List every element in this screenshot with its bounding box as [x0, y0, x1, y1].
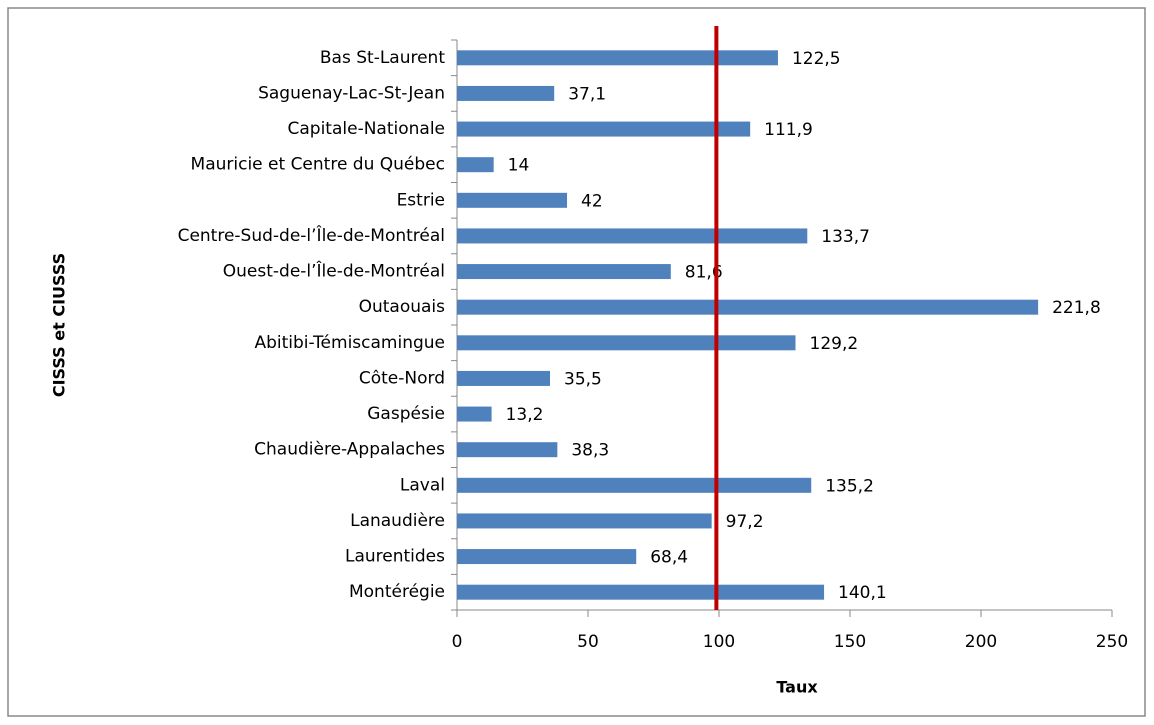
- bar: [457, 157, 494, 173]
- y-tick-label: Laval: [400, 475, 445, 495]
- data-label: 37,1: [568, 84, 606, 104]
- x-tick-label: 0: [452, 632, 463, 652]
- y-tick-label: Mauricie et Centre du Québec: [191, 155, 445, 175]
- data-label: 42: [581, 191, 603, 211]
- data-label: 111,9: [764, 120, 813, 140]
- data-label: 97,2: [726, 512, 764, 532]
- y-tick-label: Estrie: [397, 190, 445, 210]
- y-tick-label: Capitale-Nationale: [288, 119, 446, 139]
- bar: [457, 299, 1039, 315]
- data-label: 140,1: [838, 583, 887, 603]
- data-label: 133,7: [821, 227, 870, 247]
- data-label: 135,2: [825, 476, 874, 496]
- x-tick-label: 100: [703, 632, 735, 652]
- data-label: 14: [508, 156, 530, 176]
- bar: [457, 584, 825, 600]
- x-tick-label: 250: [1096, 632, 1128, 652]
- y-tick-label: Abitibi-Témiscamingue: [254, 333, 445, 353]
- y-tick-label: Bas St-Laurent: [320, 48, 445, 68]
- x-tick-label: 150: [834, 632, 866, 652]
- bar: [457, 85, 555, 101]
- y-tick-label: Outaouais: [359, 297, 446, 317]
- data-label: 68,4: [650, 548, 688, 568]
- y-tick-label: Laurentides: [345, 547, 445, 567]
- bar: [457, 442, 558, 458]
- bar: [457, 477, 812, 493]
- data-label: 122,5: [792, 49, 841, 69]
- bar: [457, 121, 751, 137]
- x-tick-label: 200: [965, 632, 997, 652]
- bar: [457, 228, 808, 244]
- data-label: 35,5: [564, 369, 602, 389]
- data-label: 81,6: [685, 263, 723, 283]
- data-label: 38,3: [571, 441, 609, 461]
- data-label: 13,2: [506, 405, 544, 425]
- bar: [457, 513, 712, 529]
- bar: [457, 370, 551, 386]
- bar: [457, 50, 778, 66]
- x-axis-title: Taux: [776, 678, 818, 697]
- bar: [457, 192, 568, 208]
- y-tick-label: Côte-Nord: [359, 368, 445, 388]
- y-tick-label: Gaspésie: [367, 404, 445, 424]
- y-axis-title: CISSS et CIUSSS: [50, 253, 69, 397]
- y-tick-label: Saguenay-Lac-St-Jean: [258, 83, 445, 103]
- x-tick-label: 50: [577, 632, 599, 652]
- y-tick-label: Chaudière-Appalaches: [254, 440, 445, 460]
- data-label: 129,2: [810, 334, 859, 354]
- bar: [457, 264, 671, 280]
- bar: [457, 335, 796, 351]
- y-tick-label: Ouest-de-l’Île-de-Montréal: [223, 260, 445, 282]
- bar: [457, 549, 637, 565]
- data-label: 221,8: [1052, 298, 1101, 318]
- y-tick-label: Lanaudière: [350, 511, 445, 531]
- y-tick-label: Centre-Sud-de-l’Île-de-Montréal: [178, 224, 445, 246]
- y-tick-label: Montérégie: [349, 582, 445, 602]
- bar: [457, 406, 492, 422]
